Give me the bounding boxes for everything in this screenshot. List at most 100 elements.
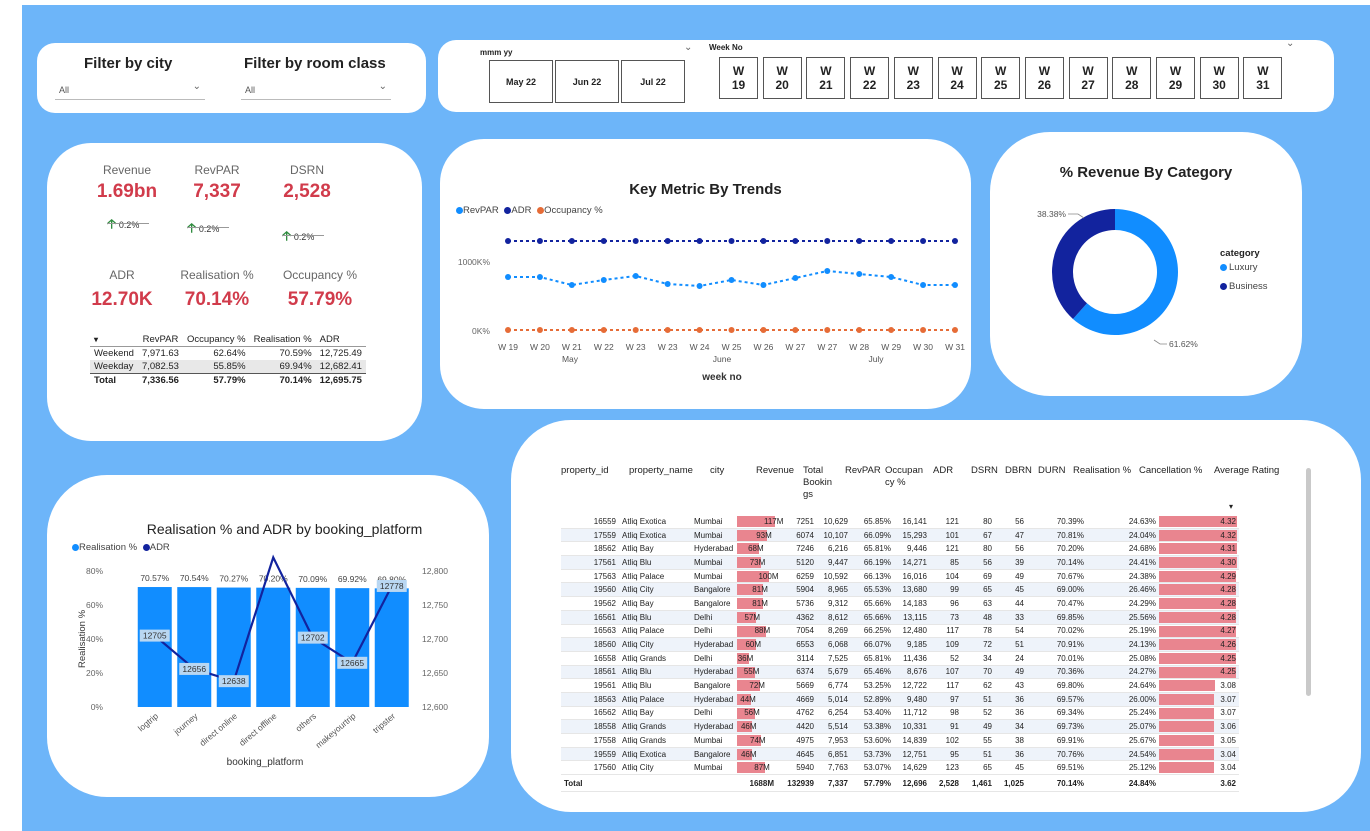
week-button-w22[interactable]: W 22	[850, 57, 890, 99]
week-button-w25[interactable]: W 25	[981, 57, 1021, 99]
month-button-jul[interactable]: Jul 22	[621, 60, 685, 103]
bar-data-label: 70.27%	[219, 574, 248, 584]
column-header[interactable]: Realisation %	[1073, 465, 1132, 476]
adr-data-label: 12778	[380, 581, 404, 591]
table-row[interactable]: 17559 Atliq Exotica Mumbai 93M 6074 10,107 66.…	[561, 528, 1239, 543]
table-header[interactable]: ADR	[319, 334, 340, 345]
week-button-w31[interactable]: W 31	[1243, 57, 1283, 99]
table-scrollbar[interactable]	[1306, 468, 1311, 696]
bar-direct-offline[interactable]	[256, 587, 291, 707]
table-row[interactable]: 19560 Atliq City Bangalore 81M 5904 8,965 65.5…	[561, 582, 1239, 598]
week-button-w20[interactable]: W 20	[762, 57, 802, 99]
table-cell: 4669	[777, 692, 817, 707]
week-button-w21[interactable]: W 21	[806, 57, 846, 99]
week-button-w27[interactable]: W 27	[1068, 57, 1108, 99]
table-row[interactable]: 18558 Atliq Grands Hyderabad 46M 4420 5,514 53…	[561, 719, 1239, 734]
x-tick-label: W 31	[945, 342, 965, 352]
table-header[interactable]: RevPAR	[142, 334, 179, 345]
sort-icon[interactable]: ▾	[94, 335, 99, 344]
table-cell: 70.59%	[279, 348, 312, 359]
column-header[interactable]: property_name	[629, 465, 693, 476]
bar-logtrip[interactable]	[137, 587, 172, 707]
column-header[interactable]: Revenue	[756, 465, 795, 476]
total-cell: 2,528	[930, 774, 962, 793]
bar-makeyourtrip[interactable]	[335, 588, 370, 707]
table-row[interactable]: 16559 Atliq Exotica Mumbai 117M 7251 10,629 65…	[561, 515, 1239, 529]
table-row[interactable]: 19562 Atliq Bay Bangalore 81M 5736 9,312 65.66…	[561, 596, 1239, 611]
total-cell: 3.62	[1159, 774, 1239, 793]
bar-data-label: 70.09%	[298, 574, 327, 584]
table-cell: 51	[995, 637, 1027, 652]
column-header[interactable]: DURN	[1038, 465, 1066, 476]
city-filter-dropdown[interactable]: All ⌄	[55, 81, 205, 100]
table-row[interactable]: 16563 Atliq Palace Delhi 88M 7054 8,269 66.25%…	[561, 624, 1239, 639]
month-button-jun[interactable]: Jun 22	[555, 60, 619, 103]
table-cell: 100M	[737, 569, 778, 584]
table-row[interactable]: 16558 Atliq Grands Delhi 36M 3114 7,525 65.81%…	[561, 651, 1239, 666]
table-row[interactable]: 17560 Atliq City Mumbai 87M 5940 7,763 53.07% 1…	[561, 760, 1239, 776]
table-row[interactable]: 18560 Atliq City Hyderabad 60M 6553 6,068 66.0…	[561, 637, 1239, 652]
table-cell: 69.85%	[1027, 610, 1087, 625]
column-header[interactable]: Average Rating	[1214, 465, 1280, 476]
week-button-w29[interactable]: W 29	[1156, 57, 1195, 99]
month-label: June	[713, 354, 732, 364]
table-cell: 17563	[561, 569, 619, 584]
table-row[interactable]: 18561 Atliq Blu Hyderabad 55M 6374 5,679 65.46…	[561, 665, 1239, 680]
table-cell: 69.00%	[1027, 582, 1087, 598]
table-cell: 16558	[561, 651, 619, 666]
week-button-w19[interactable]: W 19	[719, 57, 758, 99]
table-row[interactable]: 19559 Atliq Exotica Bangalore 46M 4645 6,851 5…	[561, 747, 1239, 762]
week-button-w28[interactable]: W 28	[1112, 57, 1152, 99]
column-header[interactable]: DSRN	[971, 465, 998, 476]
bar-tripster[interactable]	[374, 588, 409, 707]
donut-slice-luxury[interactable]	[1072, 209, 1178, 335]
column-header[interactable]: RevPAR	[845, 465, 881, 476]
column-header[interactable]: ADR	[933, 465, 954, 476]
week-button-w30[interactable]: W 30	[1199, 57, 1239, 99]
table-cell: 45	[995, 760, 1027, 776]
donut-slice-business[interactable]	[1052, 209, 1115, 319]
week-button-w23[interactable]: W 23	[893, 57, 933, 99]
column-header[interactable]: Occupan cy %	[885, 465, 924, 488]
occupancy-point	[632, 327, 639, 333]
week-button-w26[interactable]: W 26	[1024, 57, 1064, 99]
table-row[interactable]: 17558 Atliq Grands Mumbai 74M 4975 7,953 53.60…	[561, 733, 1239, 748]
table-cell: 3.04	[1159, 747, 1239, 762]
sort-icon[interactable]: ▾	[1229, 502, 1234, 511]
table-cell: Atliq Blu	[619, 665, 691, 680]
table-cell: 73	[930, 610, 962, 625]
legend-dot-revpar	[456, 206, 463, 214]
table-header[interactable]: Realisation %	[253, 334, 312, 345]
table-cell: 57M	[737, 610, 777, 625]
table-row[interactable]: 19561 Atliq Blu Bangalore 72M 5669 6,774 53.25…	[561, 678, 1239, 693]
table-row[interactable]: 18563 Atliq Palace Hyderabad 44M 4669 5,014 52…	[561, 692, 1239, 707]
column-header[interactable]: DBRN	[1005, 465, 1032, 476]
bar-journey[interactable]	[177, 587, 212, 707]
y-tick-label: 0K%	[472, 326, 490, 336]
revpar-point	[952, 282, 958, 288]
table-row[interactable]: 16562 Atliq Bay Delhi 56M 4762 6,254 53.40% 11,…	[561, 706, 1239, 721]
month-button-may[interactable]: May 22	[489, 60, 553, 103]
table-cell: 48	[962, 610, 995, 625]
total-cell: 7,337	[817, 774, 851, 793]
data-bar	[1159, 693, 1215, 705]
week-button-w24[interactable]: W 24	[937, 57, 977, 99]
table-cell: 72	[962, 637, 995, 652]
chevron-down-icon[interactable]: ⌄	[1286, 40, 1295, 49]
table-row[interactable]: 17561 Atliq Blu Mumbai 73M 5120 9,447 66.19% 14…	[561, 555, 1239, 570]
column-header[interactable]: property_id	[561, 465, 609, 476]
column-header[interactable]: Cancellation %	[1139, 465, 1203, 476]
room-filter-dropdown[interactable]: All ⌄	[241, 81, 391, 100]
table-row[interactable]: 16561 Atliq Blu Delhi 57M 4362 8,612 65.66% 13,…	[561, 610, 1239, 625]
table-header[interactable]: Occupancy %	[186, 334, 246, 345]
table-row[interactable]: 17563 Atliq Palace Mumbai 100M 6259 10,592 66.…	[561, 569, 1239, 584]
column-header[interactable]: city	[710, 465, 725, 476]
table-cell: 12,480	[894, 624, 930, 639]
revpar-point	[824, 268, 831, 274]
bar-others[interactable]	[295, 587, 330, 707]
table-cell: 33	[995, 610, 1027, 625]
table-row[interactable]: 18562 Atliq Bay Hyderabad 68M 7246 6,216 65.81…	[561, 541, 1239, 557]
table-cell: 7246	[777, 541, 817, 557]
column-header[interactable]: Total Bookin gs	[803, 465, 833, 500]
chevron-down-icon[interactable]: ⌄	[684, 42, 693, 53]
